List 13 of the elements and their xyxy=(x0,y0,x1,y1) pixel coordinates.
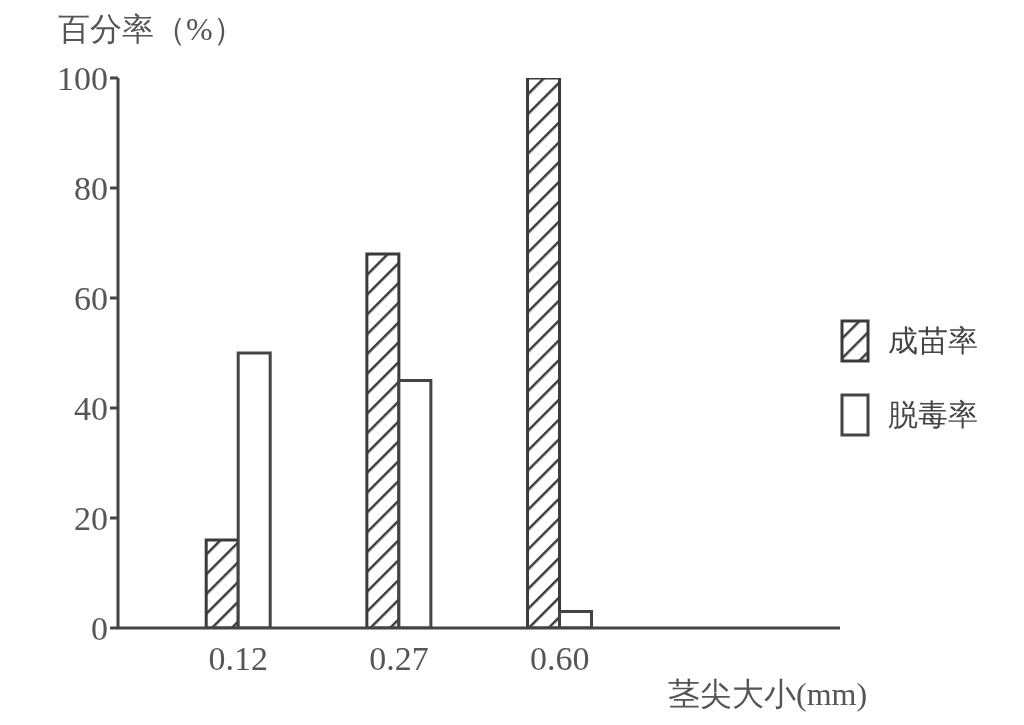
x-tick-label: 0.60 xyxy=(529,640,590,678)
y-tick-label: 100 xyxy=(57,60,108,98)
legend-label: 脱毒率 xyxy=(888,396,978,433)
y-tick-label: 60 xyxy=(74,280,108,318)
y-tick-label: 80 xyxy=(74,170,108,208)
y-axis-title: 百分率（%） xyxy=(58,10,245,49)
legend-label: 成苗率 xyxy=(888,322,978,359)
y-tick-label: 20 xyxy=(74,500,108,538)
x-tick-label: 0.12 xyxy=(208,640,269,678)
x-tick-label: 0.27 xyxy=(369,640,429,678)
y-tick-label: 40 xyxy=(74,390,108,428)
y-tick-label: 0 xyxy=(91,610,108,648)
x-axis-title: 茎尖大小(mm) xyxy=(668,675,868,714)
